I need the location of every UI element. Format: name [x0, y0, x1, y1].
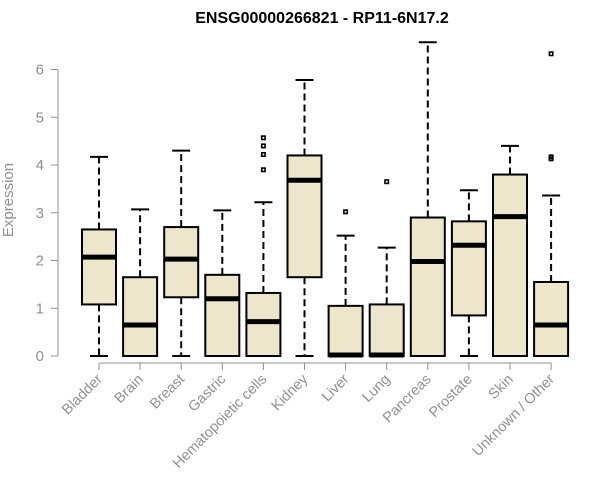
iqr-box — [450, 220, 487, 317]
outlier-point — [548, 154, 554, 160]
iqr-box — [533, 280, 570, 357]
iqr-box — [409, 216, 446, 357]
box-liver — [327, 209, 364, 358]
outlier-point — [260, 151, 266, 157]
x-tick-label: Breast — [147, 372, 188, 413]
y-tick-label: 0 — [36, 348, 44, 365]
y-tick-label: 1 — [36, 300, 44, 317]
x-tick-label: Skin — [486, 372, 517, 403]
iqr-box — [245, 291, 282, 357]
y-tick-label: 6 — [36, 62, 44, 79]
box-brain — [122, 208, 159, 357]
iqr-box — [327, 304, 364, 357]
y-axis: 0 1 2 3 4 5 6 — [36, 62, 59, 365]
box-pancreas — [409, 41, 446, 357]
box-series — [81, 41, 570, 358]
box-gastric — [204, 209, 241, 358]
iqr-box — [204, 273, 241, 358]
y-tick-label: 4 — [36, 157, 44, 174]
x-tick-label: Bladder — [59, 371, 106, 418]
iqr-box — [122, 276, 159, 357]
box-kidney — [286, 79, 323, 357]
outlier-point — [343, 209, 349, 215]
iqr-box — [492, 173, 528, 357]
x-tick-label: Lung — [359, 372, 393, 406]
outlier-point — [548, 51, 554, 57]
y-axis-label: Expression — [0, 163, 17, 237]
outlier-point — [384, 179, 390, 185]
x-tick-label: Brain — [112, 372, 147, 407]
y-tick-label: 3 — [36, 205, 44, 222]
y-tick-label: 2 — [36, 253, 44, 270]
box-breast — [163, 149, 200, 357]
box-prostate — [450, 189, 487, 357]
iqr-box — [81, 228, 117, 306]
iqr-box — [286, 154, 323, 279]
x-tick-label: Liver — [319, 371, 353, 405]
outlier-point — [260, 143, 266, 149]
outlier-point — [260, 167, 266, 173]
box-unknown-other — [533, 51, 570, 357]
box-bladder — [81, 155, 117, 357]
chart-title: ENSG00000266821 - RP11-6N17.2 — [195, 10, 449, 27]
x-tick-label: Kidney — [269, 371, 312, 414]
box-skin — [492, 144, 528, 357]
iqr-box — [163, 226, 200, 299]
outlier-point — [260, 135, 266, 141]
box-hematopoietic-cells — [245, 135, 282, 357]
y-tick-label: 5 — [36, 109, 44, 126]
iqr-box — [368, 303, 405, 357]
x-tick-label: Prostate — [426, 372, 475, 421]
box-lung — [368, 179, 405, 358]
